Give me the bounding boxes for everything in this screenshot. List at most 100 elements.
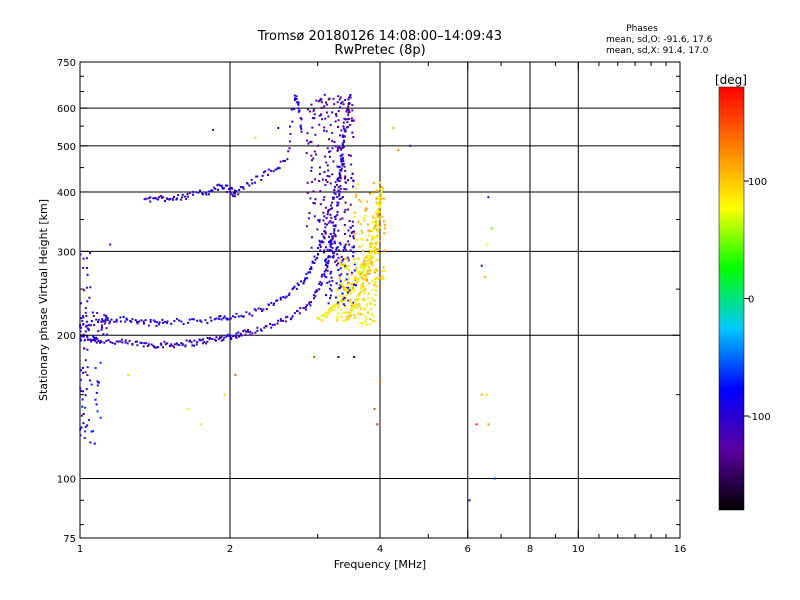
data-point <box>313 215 316 218</box>
data-point <box>161 318 164 321</box>
data-point <box>310 103 313 106</box>
data-point <box>94 338 97 341</box>
data-point <box>344 128 347 131</box>
data-point <box>106 333 109 336</box>
data-point <box>330 204 332 207</box>
data-point <box>195 343 198 346</box>
data-point <box>333 229 336 232</box>
data-point <box>91 311 94 314</box>
data-point <box>248 312 251 315</box>
data-point <box>349 96 352 99</box>
data-point <box>325 314 328 317</box>
data-point <box>254 136 257 139</box>
data-point <box>255 175 258 178</box>
data-point <box>223 336 226 339</box>
data-point <box>325 130 328 133</box>
data-point <box>308 301 311 304</box>
data-point <box>308 212 311 215</box>
data-point <box>361 231 363 234</box>
data-point <box>109 320 111 323</box>
data-point <box>124 341 127 344</box>
data-point <box>320 275 323 278</box>
data-point <box>343 135 346 138</box>
data-point <box>336 246 339 249</box>
data-point <box>352 119 355 122</box>
data-point <box>363 260 366 262</box>
data-point <box>313 255 316 258</box>
data-point <box>364 209 367 212</box>
data-point <box>372 182 375 185</box>
data-point <box>347 289 350 291</box>
data-point <box>318 244 321 247</box>
data-point <box>297 110 300 113</box>
data-point <box>353 263 356 266</box>
data-point <box>331 173 334 176</box>
data-point <box>342 103 345 106</box>
data-point <box>365 254 368 257</box>
data-point <box>374 226 377 228</box>
data-point <box>316 228 319 231</box>
data-point <box>127 374 130 376</box>
data-point <box>208 190 211 193</box>
data-point <box>352 258 355 261</box>
data-point <box>336 213 339 216</box>
data-point <box>313 113 316 116</box>
data-point <box>361 263 363 266</box>
data-point <box>235 312 238 315</box>
data-point <box>330 270 333 273</box>
data-point <box>346 294 348 297</box>
data-point <box>329 294 332 297</box>
data-point <box>331 147 334 150</box>
data-point <box>345 265 348 268</box>
data-point <box>291 288 294 291</box>
data-point <box>293 312 296 315</box>
data-point <box>325 263 327 266</box>
data-point <box>231 315 234 318</box>
data-point <box>375 285 378 288</box>
data-point <box>340 160 343 163</box>
data-point <box>83 347 86 350</box>
data-point <box>134 319 137 322</box>
data-point <box>360 238 363 240</box>
data-point <box>331 140 334 143</box>
data-point <box>336 301 339 304</box>
data-point <box>336 148 339 151</box>
data-point <box>369 301 372 304</box>
data-point <box>348 300 351 303</box>
data-point <box>375 201 378 204</box>
data-point <box>187 321 190 324</box>
data-point <box>318 173 321 175</box>
data-point <box>364 264 367 267</box>
data-point <box>323 237 326 240</box>
data-point <box>349 286 352 289</box>
data-point <box>336 178 339 181</box>
data-point <box>378 217 381 220</box>
data-point <box>326 248 329 251</box>
data-point <box>300 130 303 133</box>
data-point <box>375 229 378 231</box>
data-point <box>361 271 364 274</box>
data-point <box>374 211 377 214</box>
data-point <box>84 406 87 409</box>
data-point <box>485 393 488 396</box>
data-point <box>300 118 303 121</box>
data-point <box>234 195 236 198</box>
data-point <box>334 145 337 148</box>
data-point <box>370 260 372 263</box>
data-point <box>251 314 254 317</box>
data-point <box>368 272 371 275</box>
data-point <box>291 315 294 318</box>
phases-x-stats: mean, sd,X: 91.4, 17.0 <box>606 46 709 56</box>
data-point <box>148 197 150 200</box>
data-point <box>205 193 208 196</box>
data-point <box>349 249 352 252</box>
colorbar-ticks: 100 0 -100 <box>744 177 771 423</box>
data-point <box>487 196 490 199</box>
data-point <box>351 220 354 223</box>
data-point <box>326 223 328 226</box>
data-point <box>347 108 350 111</box>
data-point <box>339 106 341 109</box>
data-point <box>363 320 366 323</box>
data-point <box>328 280 331 283</box>
x-axis-label: Frequency [MHz] <box>334 558 426 571</box>
